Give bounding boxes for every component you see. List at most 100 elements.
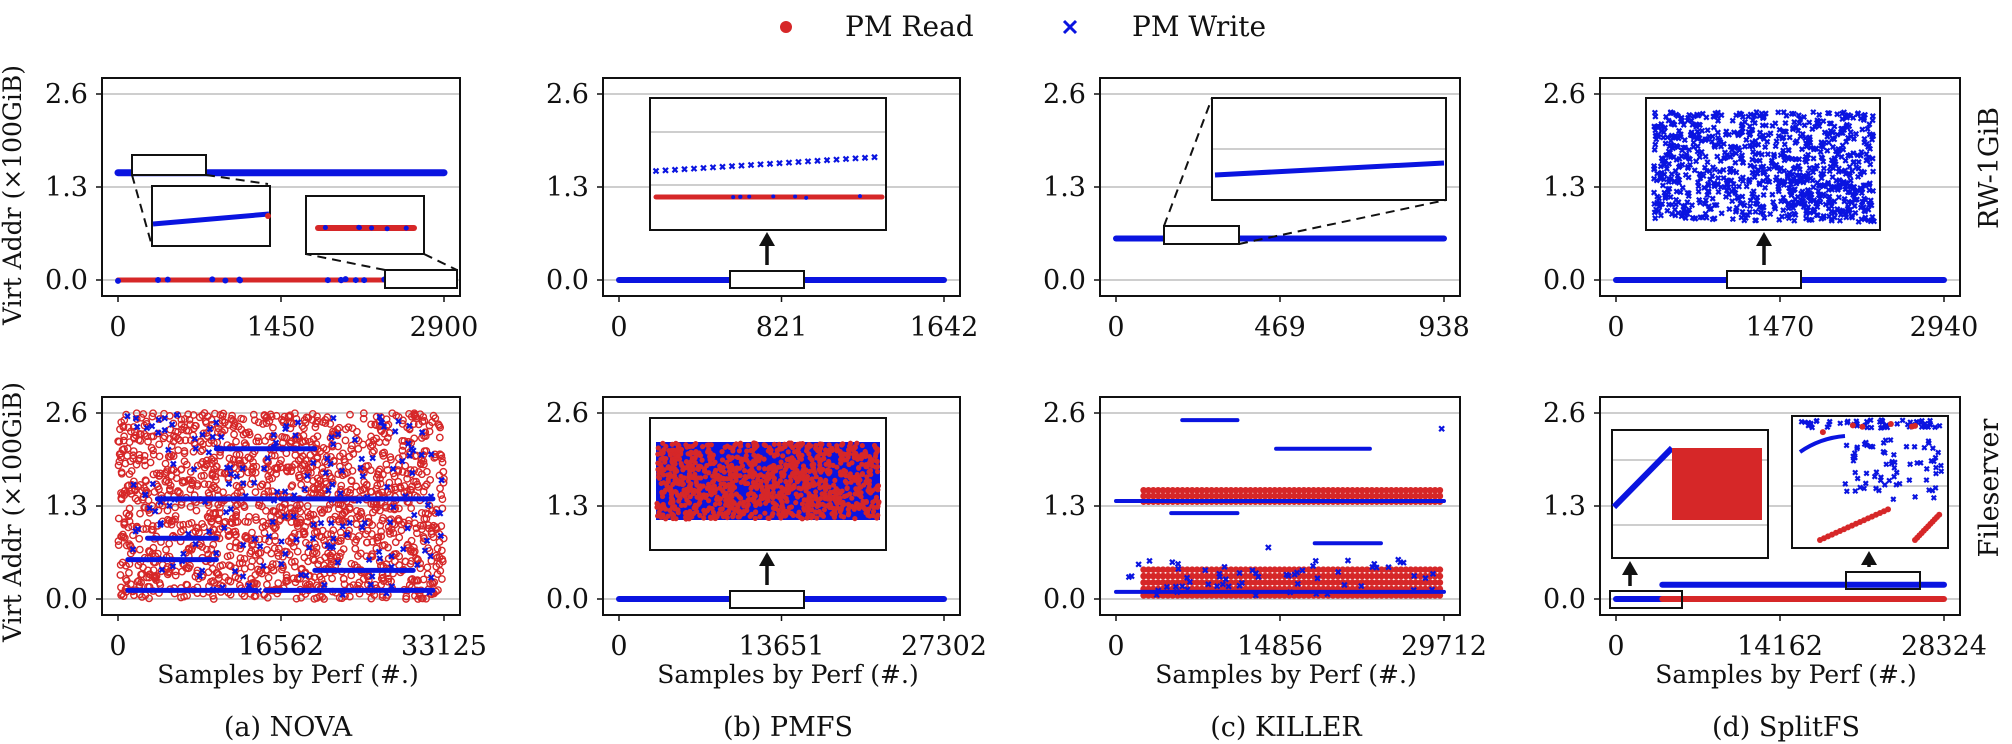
zoom-write-point xyxy=(709,164,717,171)
zoom-write-point xyxy=(1810,197,1818,204)
zoom-write-point xyxy=(1814,203,1821,211)
zoom-read-point xyxy=(774,451,780,457)
zoom-read-point xyxy=(734,465,740,471)
zoom-write-point xyxy=(1867,131,1874,138)
zoom-write-point xyxy=(1717,184,1725,191)
zoom-write-point xyxy=(1776,126,1783,133)
zoom-write-point xyxy=(823,156,831,164)
zoom-read-point xyxy=(744,504,750,510)
zoom-read-point xyxy=(872,444,879,451)
zoom-read-point xyxy=(655,513,661,519)
zoom-source-box xyxy=(729,270,805,289)
legend-read-marker xyxy=(780,21,792,33)
zoom-read-point xyxy=(796,509,802,515)
zoom-write-point xyxy=(1705,187,1712,194)
zoom-write-point xyxy=(1815,191,1822,199)
zoom-write-point xyxy=(1803,143,1810,150)
zoom-read-point xyxy=(741,510,747,517)
y-tick-label: 2.6 xyxy=(1543,79,1586,110)
y-tick-label: 1.3 xyxy=(546,172,589,203)
zoom-read-point xyxy=(829,511,835,517)
zoom-write-point xyxy=(1739,208,1746,215)
zoom-read-point xyxy=(758,493,764,499)
read-point xyxy=(391,538,400,547)
zoom-read-point xyxy=(820,513,827,519)
read-point xyxy=(439,467,448,476)
zoom-read-point xyxy=(837,450,844,456)
zoom-read-point xyxy=(817,478,824,484)
zoom-read-point xyxy=(746,460,752,466)
read-point xyxy=(192,506,201,515)
zoom-write-point xyxy=(1745,113,1752,120)
zoom-write-point xyxy=(1730,129,1738,136)
zoom-write-point xyxy=(1891,473,1898,480)
zoom-read-point xyxy=(669,441,675,447)
read-point xyxy=(186,502,195,511)
zoom-write-point xyxy=(1869,155,1876,162)
zoom-write-point xyxy=(1717,143,1725,150)
zoom-read-point xyxy=(748,485,754,491)
zoom-read-point xyxy=(743,453,749,459)
zoom-write-point xyxy=(1709,172,1716,180)
zoom-write-point xyxy=(1861,441,1868,448)
x-tick-label: 0 xyxy=(610,631,627,662)
zoom-write-point xyxy=(1816,111,1823,118)
zoom-write-point xyxy=(1854,173,1862,180)
panel-nova-fileserver: 0.01.32.60 16562 33125 xyxy=(45,396,487,662)
zoom-write-point xyxy=(1769,191,1776,198)
zoom-write-point xyxy=(652,167,660,175)
write-point xyxy=(1135,561,1142,568)
read-point xyxy=(264,573,273,582)
zoom-write-point xyxy=(1729,215,1736,223)
y-tick-label: 0.0 xyxy=(1043,584,1086,615)
zoom-read-point xyxy=(823,461,829,467)
zoom-read-point xyxy=(806,491,812,497)
zoom-read-point xyxy=(733,475,739,482)
zoom-write-point xyxy=(1835,194,1842,201)
zoom-write-point xyxy=(1715,188,1722,196)
zoom-write-point xyxy=(842,155,850,163)
read-point xyxy=(341,436,350,445)
zoom-read-point xyxy=(796,485,802,491)
zoom-write-point xyxy=(1802,135,1809,142)
zoom-read-point xyxy=(841,514,847,520)
zoom-read-point xyxy=(834,500,840,507)
zoom-write-point xyxy=(861,154,869,162)
zoom-write-point xyxy=(1678,209,1686,217)
zoom-write-point xyxy=(1822,201,1829,208)
read-point xyxy=(328,574,336,583)
zoom-write-point xyxy=(1821,139,1828,146)
zoom-connector xyxy=(423,253,458,271)
zoom-write-point xyxy=(1850,453,1857,460)
zoom-write-point xyxy=(1662,195,1669,202)
zoom-read-point xyxy=(697,485,703,492)
zoom-arrow-head xyxy=(759,552,775,566)
write-point xyxy=(310,521,317,529)
zoom-write-point xyxy=(1673,196,1680,203)
zoom-write-point xyxy=(814,157,821,165)
zoom-read-point xyxy=(836,496,842,502)
zoom-write-point xyxy=(1868,424,1875,431)
zoom-write-point xyxy=(1828,157,1835,164)
zoom-write-point xyxy=(766,160,774,168)
y-tick-label: 1.3 xyxy=(1543,491,1586,522)
zoom-write-point xyxy=(1847,177,1854,184)
zoom-read-point xyxy=(1859,423,1866,430)
zoom-write-point xyxy=(1833,177,1840,184)
zoom-write-point xyxy=(1714,174,1722,182)
write-point xyxy=(209,276,216,283)
zoom-write-point xyxy=(384,226,390,232)
zoom-write-point xyxy=(1682,208,1689,215)
read-point xyxy=(159,434,168,443)
x-tick-label: 14162 xyxy=(1737,631,1823,662)
zoom-write-point xyxy=(1804,177,1811,184)
zoom-read-point xyxy=(786,509,792,515)
zoom-write-point xyxy=(1722,154,1729,161)
zoom-write-point xyxy=(1933,470,1939,477)
zoom-write-point xyxy=(1852,209,1859,216)
zoom-write-point xyxy=(1771,163,1778,170)
zoom-read-point xyxy=(809,507,815,513)
zoom-write-point xyxy=(1880,439,1887,446)
zoom-write-point xyxy=(1782,128,1790,135)
zoom-write-point xyxy=(1865,143,1872,151)
